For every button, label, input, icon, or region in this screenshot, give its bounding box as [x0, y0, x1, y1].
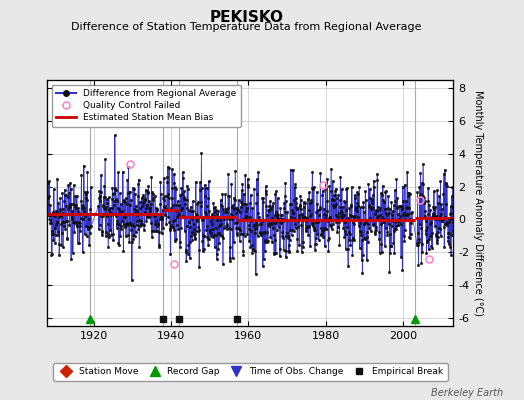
Text: PEKISKO: PEKISKO	[209, 10, 283, 25]
Legend: Difference from Regional Average, Quality Control Failed, Estimated Station Mean: Difference from Regional Average, Qualit…	[52, 84, 241, 127]
Y-axis label: Monthly Temperature Anomaly Difference (°C): Monthly Temperature Anomaly Difference (…	[473, 90, 484, 316]
Text: Berkeley Earth: Berkeley Earth	[431, 388, 503, 398]
Legend: Station Move, Record Gap, Time of Obs. Change, Empirical Break: Station Move, Record Gap, Time of Obs. C…	[53, 363, 447, 381]
Text: Difference of Station Temperature Data from Regional Average: Difference of Station Temperature Data f…	[71, 22, 421, 32]
